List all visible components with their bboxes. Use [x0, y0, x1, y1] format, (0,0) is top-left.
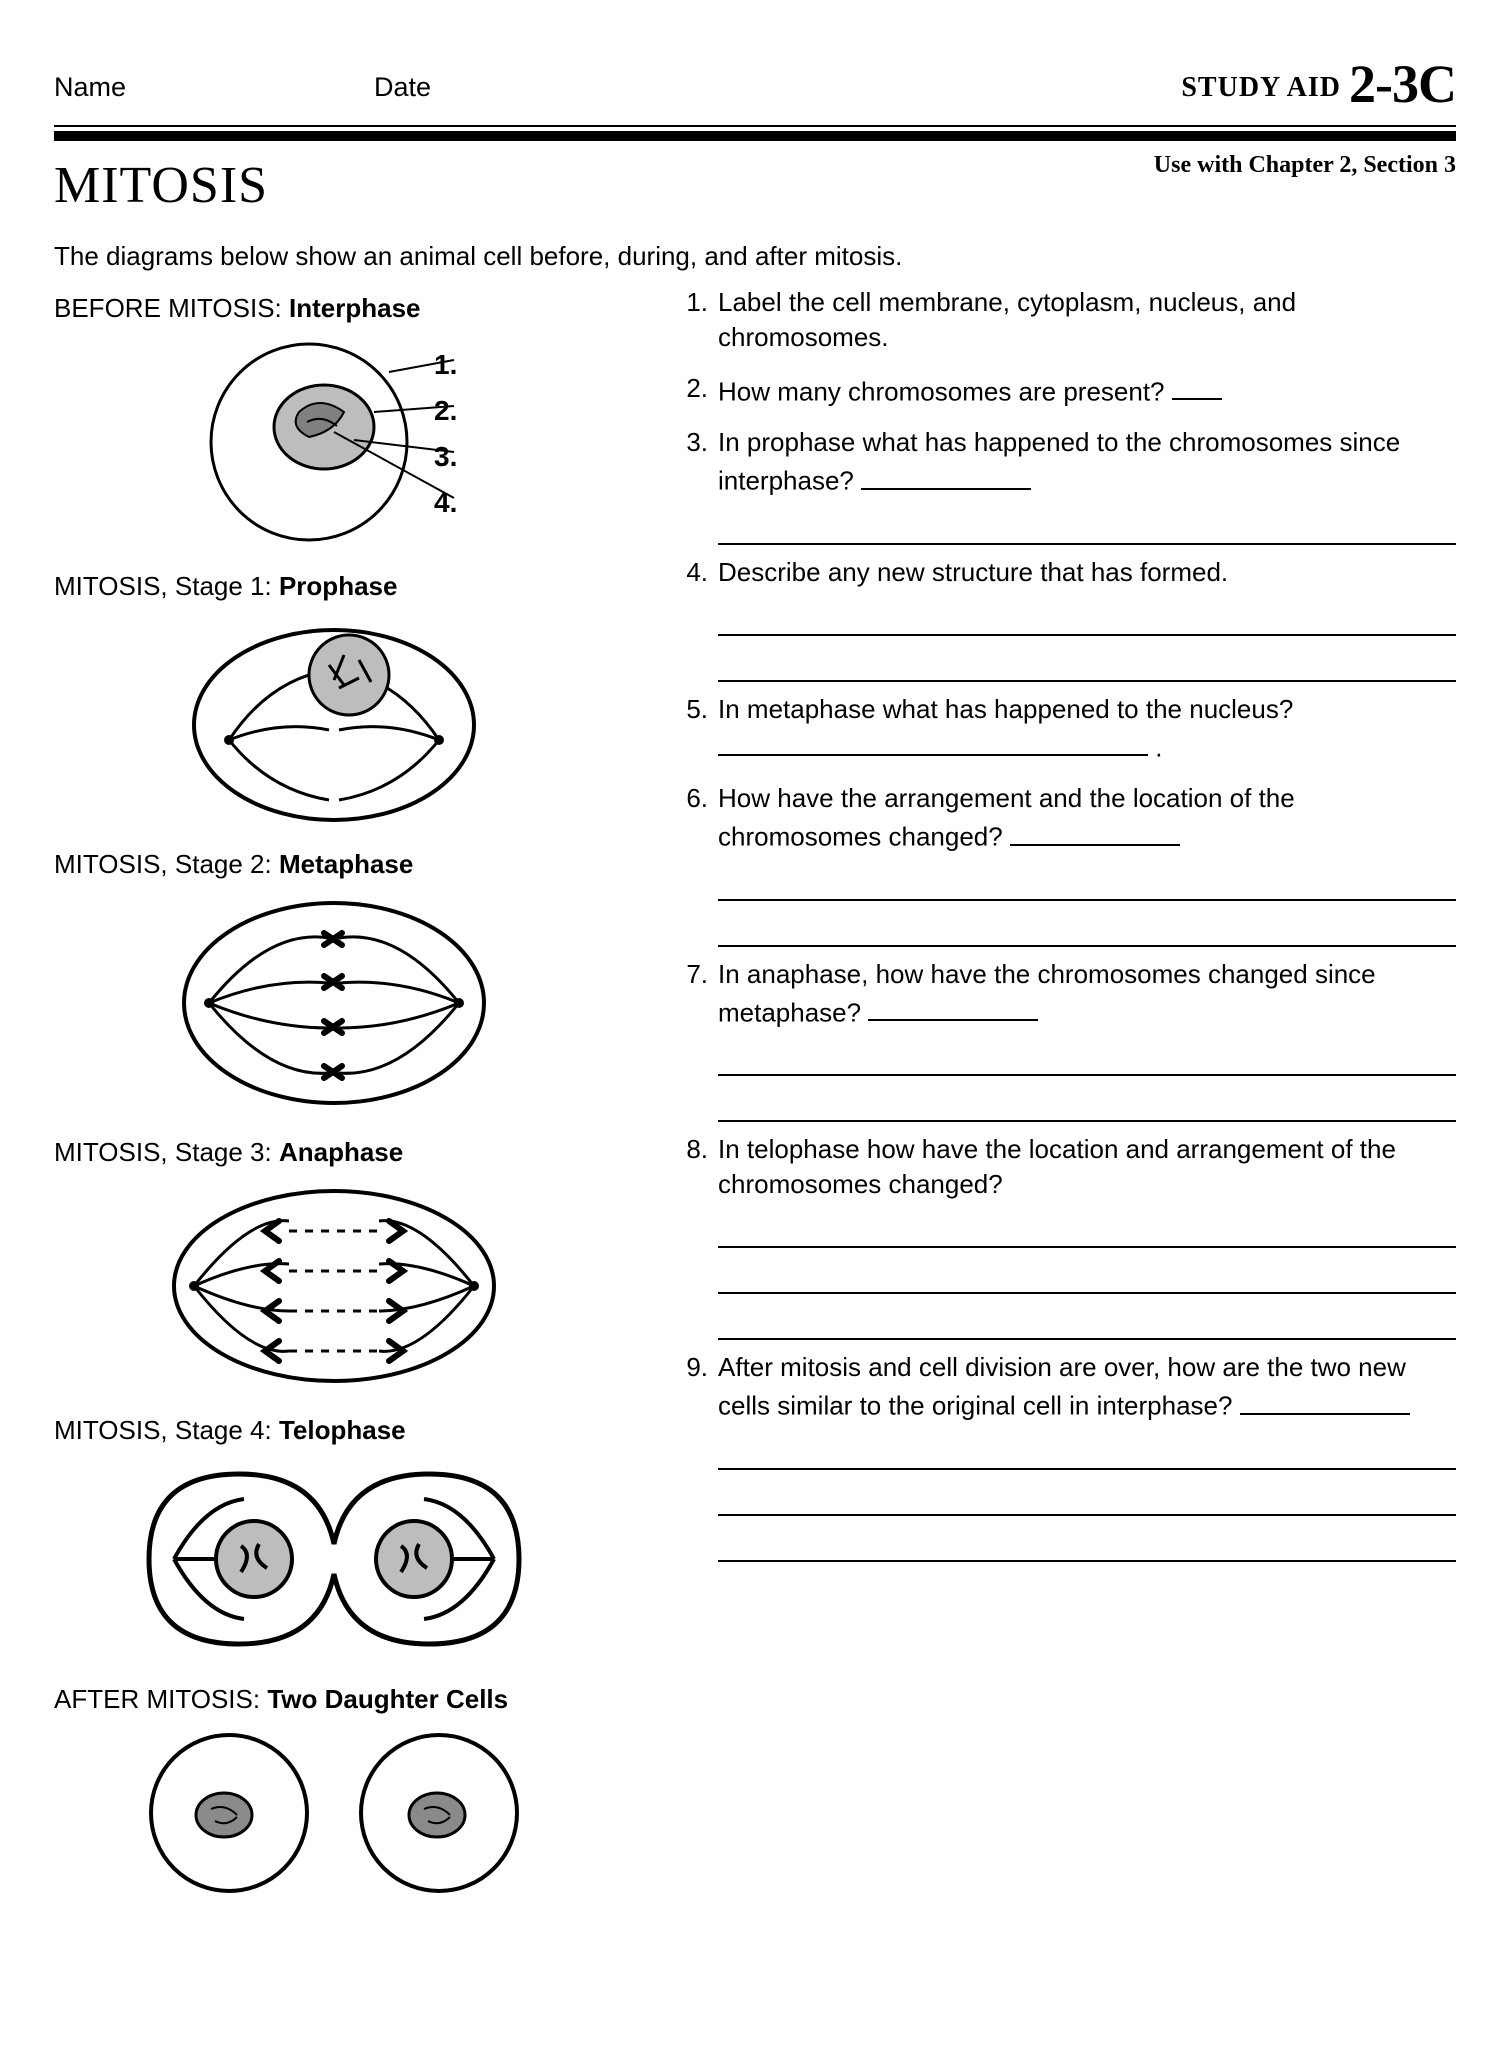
stage-label-interphase: BEFORE MITOSIS: Interphase	[54, 291, 614, 326]
diagram-telophase	[54, 1454, 614, 1673]
question-number: 4.	[664, 555, 718, 682]
name-label: Name	[54, 69, 374, 105]
question-item: 4.Describe any new structure that has fo…	[664, 555, 1456, 682]
diagram-prophase	[54, 610, 614, 839]
diagram-anaphase	[54, 1176, 614, 1405]
question-item: 1.Label the cell membrane, cytoplasm, nu…	[664, 285, 1456, 361]
question-number: 6.	[664, 781, 718, 946]
question-number: 2.	[664, 371, 718, 415]
answer-blank[interactable]	[1172, 371, 1222, 400]
study-aid-code: 2-3C	[1349, 54, 1456, 114]
question-item: 3.In prophase what has happened to the c…	[664, 425, 1456, 544]
diagram-interphase: 1. 2. 3. 4.	[54, 332, 614, 561]
question-text: In prophase what has happened to the chr…	[718, 425, 1456, 544]
questions-column: 1.Label the cell membrane, cytoplasm, nu…	[664, 285, 1456, 1920]
study-aid: STUDY AID 2-3C	[714, 48, 1456, 121]
answer-line[interactable]	[718, 1090, 1456, 1122]
question-number: 9.	[664, 1350, 718, 1561]
answer-line[interactable]	[718, 1484, 1456, 1516]
question-text: How have the arrangement and the locatio…	[718, 781, 1456, 946]
diagram-metaphase	[54, 888, 614, 1127]
header-bar: Name Date STUDY AID 2-3C	[54, 48, 1456, 127]
answer-blank[interactable]	[1010, 816, 1180, 845]
answer-blank[interactable]	[718, 727, 1148, 756]
question-text: In telophase how have the location and a…	[718, 1132, 1456, 1340]
answer-line[interactable]	[718, 869, 1456, 901]
stage-label-metaphase: MITOSIS, Stage 2: Metaphase	[54, 847, 614, 882]
thick-rule	[54, 131, 1456, 141]
answer-line[interactable]	[718, 1308, 1456, 1340]
stage-label-telophase: MITOSIS, Stage 4: Telophase	[54, 1413, 614, 1448]
question-item: 7.In anaphase, how have the chromosomes …	[664, 957, 1456, 1122]
answer-line[interactable]	[718, 513, 1456, 545]
answer-line[interactable]	[718, 1262, 1456, 1294]
question-item: 9.After mitosis and cell division are ov…	[664, 1350, 1456, 1561]
stage-label-prophase: MITOSIS, Stage 1: Prophase	[54, 569, 614, 604]
answer-blank[interactable]	[861, 460, 1031, 489]
date-label: Date	[374, 69, 714, 105]
question-number: 5.	[664, 692, 718, 771]
question-text: In anaphase, how have the chromosomes ch…	[718, 957, 1456, 1122]
study-aid-prefix: STUDY AID	[1181, 72, 1341, 103]
answer-blank[interactable]	[1240, 1385, 1410, 1414]
questions-list: 1.Label the cell membrane, cytoplasm, nu…	[664, 285, 1456, 1562]
diagram-daughter-cells	[54, 1723, 614, 1912]
question-item: 6.How have the arrangement and the locat…	[664, 781, 1456, 946]
stage-label-after: AFTER MITOSIS: Two Daughter Cells	[54, 1682, 614, 1717]
answer-line[interactable]	[718, 604, 1456, 636]
answer-line[interactable]	[718, 1044, 1456, 1076]
question-number: 8.	[664, 1132, 718, 1340]
question-number: 3.	[664, 425, 718, 544]
diagrams-column: BEFORE MITOSIS: Interphase 1.	[54, 285, 614, 1920]
answer-line[interactable]	[718, 915, 1456, 947]
answer-line[interactable]	[718, 1530, 1456, 1562]
intro-text: The diagrams below show an animal cell b…	[54, 239, 1456, 274]
question-item: 2.How many chromosomes are present?	[664, 371, 1456, 415]
question-text: How many chromosomes are present?	[718, 371, 1456, 415]
question-number: 1.	[664, 285, 718, 361]
answer-blank[interactable]	[868, 992, 1038, 1021]
question-item: 5.In metaphase what has happened to the …	[664, 692, 1456, 771]
question-item: 8.In telophase how have the location and…	[664, 1132, 1456, 1340]
answer-line[interactable]	[718, 1216, 1456, 1248]
question-number: 7.	[664, 957, 718, 1122]
answer-line[interactable]	[718, 1438, 1456, 1470]
interphase-leader-numbers: 1. 2. 3. 4.	[434, 342, 457, 526]
stage-label-anaphase: MITOSIS, Stage 3: Anaphase	[54, 1135, 614, 1170]
answer-line[interactable]	[718, 650, 1456, 682]
question-text: Describe any new structure that has form…	[718, 555, 1456, 682]
question-text: After mitosis and cell division are over…	[718, 1350, 1456, 1561]
question-text: Label the cell membrane, cytoplasm, nucl…	[718, 285, 1456, 361]
question-text: In metaphase what has happened to the nu…	[718, 692, 1456, 771]
